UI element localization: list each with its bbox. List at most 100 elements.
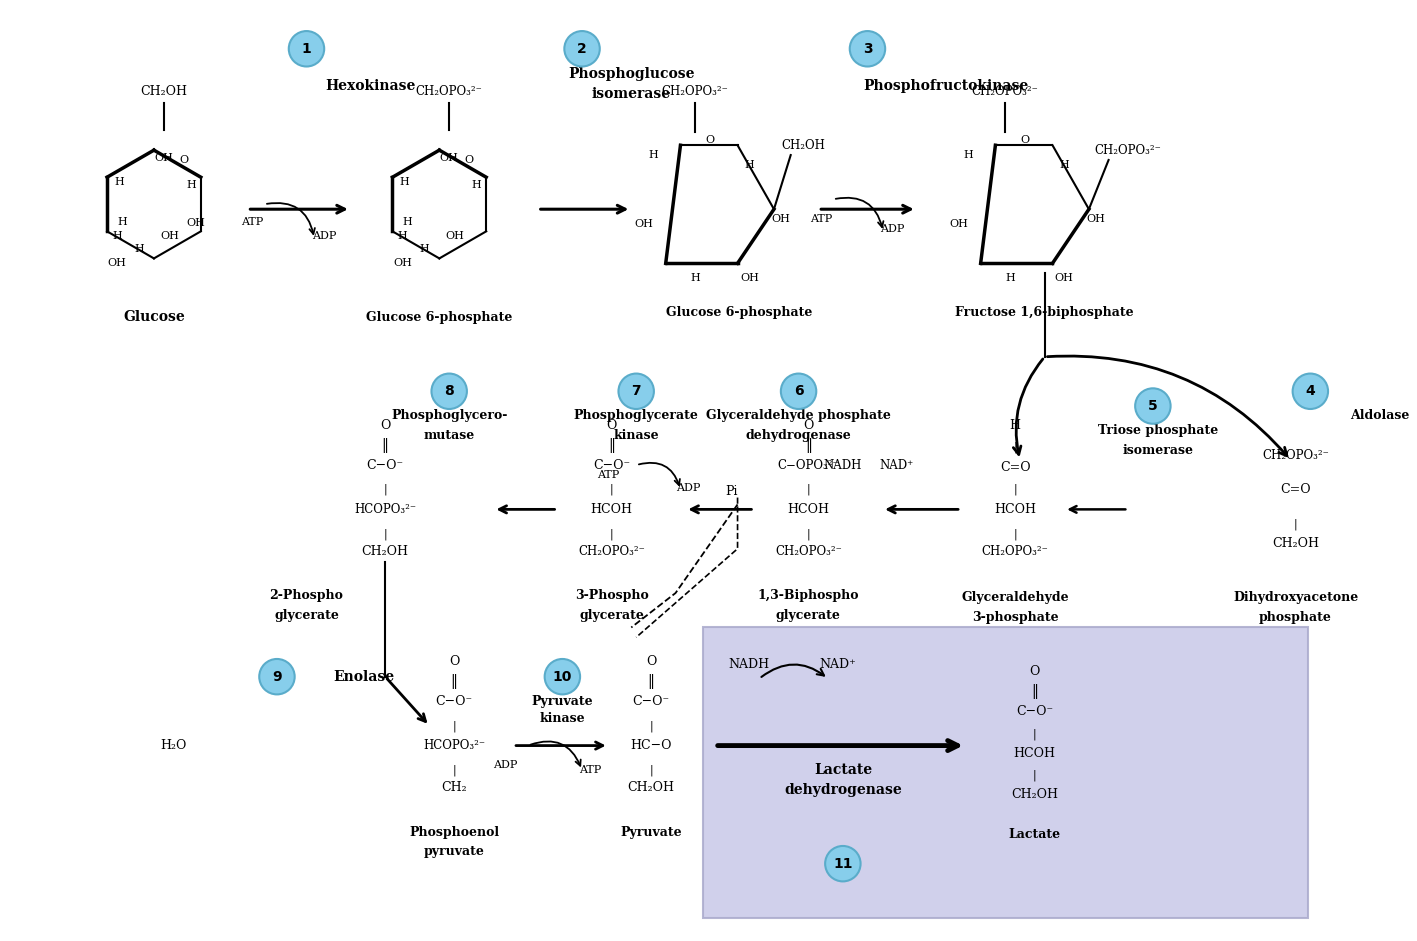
Text: NADH: NADH bbox=[728, 659, 769, 671]
Text: H: H bbox=[113, 177, 123, 187]
Text: OH: OH bbox=[446, 231, 465, 241]
Text: CH₂OPO₃²⁻: CH₂OPO₃²⁻ bbox=[972, 85, 1039, 98]
Text: dehydrogenase: dehydrogenase bbox=[745, 429, 852, 442]
Circle shape bbox=[564, 31, 599, 67]
Text: H: H bbox=[1009, 420, 1020, 432]
Text: H: H bbox=[964, 150, 972, 160]
Circle shape bbox=[825, 846, 860, 882]
Text: C−O⁻: C−O⁻ bbox=[435, 694, 473, 708]
Text: Glyceraldehyde: Glyceraldehyde bbox=[961, 592, 1068, 604]
Text: glycerate: glycerate bbox=[273, 609, 339, 622]
Text: H: H bbox=[1005, 273, 1015, 283]
Text: OH: OH bbox=[393, 259, 412, 268]
Text: 1,3-Biphospho: 1,3-Biphospho bbox=[758, 589, 859, 602]
Text: HCOH: HCOH bbox=[1013, 747, 1056, 760]
Text: C−O⁻: C−O⁻ bbox=[632, 694, 669, 708]
Text: HCOH: HCOH bbox=[995, 502, 1036, 516]
Text: |: | bbox=[649, 720, 653, 732]
Circle shape bbox=[289, 31, 324, 67]
Text: |: | bbox=[1294, 518, 1298, 530]
Text: H₂O: H₂O bbox=[160, 739, 187, 752]
Text: CH₂: CH₂ bbox=[441, 781, 468, 794]
Text: C=O: C=O bbox=[1000, 460, 1030, 473]
Text: H: H bbox=[400, 177, 410, 187]
Text: 2-Phospho: 2-Phospho bbox=[269, 589, 343, 602]
Text: H: H bbox=[648, 150, 657, 160]
Text: |: | bbox=[384, 484, 387, 496]
Text: H: H bbox=[186, 180, 196, 190]
Text: 9: 9 bbox=[272, 670, 282, 684]
Text: H: H bbox=[118, 216, 126, 227]
Text: O: O bbox=[706, 136, 714, 145]
Text: O: O bbox=[449, 656, 459, 668]
Circle shape bbox=[618, 374, 653, 409]
Text: O: O bbox=[1020, 136, 1030, 145]
Text: 7: 7 bbox=[632, 384, 640, 398]
Text: OH: OH bbox=[160, 231, 179, 241]
Text: |: | bbox=[384, 528, 387, 540]
Text: Phosphoglycero-: Phosphoglycero- bbox=[391, 409, 507, 423]
Text: pyruvate: pyruvate bbox=[424, 845, 485, 858]
Text: Glyceraldehyde phosphate: Glyceraldehyde phosphate bbox=[706, 409, 891, 423]
Text: OH: OH bbox=[1087, 214, 1105, 224]
Text: O: O bbox=[803, 420, 813, 432]
Text: isomerase: isomerase bbox=[1122, 444, 1193, 456]
Text: isomerase: isomerase bbox=[592, 88, 670, 101]
Text: ATP: ATP bbox=[241, 217, 264, 227]
FancyBboxPatch shape bbox=[703, 628, 1308, 917]
Circle shape bbox=[850, 31, 886, 67]
Text: ‖: ‖ bbox=[608, 438, 615, 453]
Text: CH₂OPO₃²⁻: CH₂OPO₃²⁻ bbox=[1263, 449, 1329, 462]
Text: Pyruvate: Pyruvate bbox=[621, 825, 682, 838]
Text: 2: 2 bbox=[577, 41, 587, 56]
Text: H: H bbox=[472, 180, 482, 190]
Text: Glucose: Glucose bbox=[123, 311, 184, 325]
Text: |: | bbox=[1033, 728, 1037, 740]
Text: phosphate: phosphate bbox=[1260, 611, 1332, 624]
Text: glycerate: glycerate bbox=[580, 609, 643, 622]
Text: 8: 8 bbox=[445, 384, 453, 398]
Text: CH₂OH: CH₂OH bbox=[628, 781, 674, 794]
Text: Dihydroxyacetone: Dihydroxyacetone bbox=[1233, 592, 1359, 604]
Text: C=O: C=O bbox=[1281, 483, 1311, 496]
Text: O: O bbox=[179, 155, 188, 165]
Circle shape bbox=[781, 374, 816, 409]
Text: OH: OH bbox=[633, 219, 653, 229]
Circle shape bbox=[1292, 374, 1328, 409]
Text: 6: 6 bbox=[794, 384, 803, 398]
Text: ADP: ADP bbox=[312, 231, 336, 241]
Text: ‖: ‖ bbox=[805, 438, 812, 453]
Text: O: O bbox=[606, 420, 616, 432]
Text: OH: OH bbox=[154, 153, 173, 163]
Text: CH₂OPO₃²⁻: CH₂OPO₃²⁻ bbox=[415, 85, 483, 98]
Text: ADP: ADP bbox=[676, 483, 700, 493]
Text: C−O⁻: C−O⁻ bbox=[1016, 705, 1053, 718]
Text: NAD⁺: NAD⁺ bbox=[819, 659, 856, 671]
Text: |: | bbox=[806, 528, 811, 540]
Text: H: H bbox=[135, 244, 145, 253]
Text: NADH: NADH bbox=[823, 458, 862, 471]
Text: CH₂OPO₃²⁻: CH₂OPO₃²⁻ bbox=[662, 85, 728, 98]
Text: Phosphoglucose: Phosphoglucose bbox=[568, 68, 694, 81]
Text: 4: 4 bbox=[1305, 384, 1315, 398]
Text: HCOPO₃²⁻: HCOPO₃²⁻ bbox=[424, 739, 485, 752]
Text: OH: OH bbox=[949, 219, 968, 229]
Text: 3: 3 bbox=[863, 41, 873, 56]
Text: CH₂OH: CH₂OH bbox=[782, 138, 826, 152]
Text: O: O bbox=[380, 420, 391, 432]
Text: ‖: ‖ bbox=[1032, 684, 1039, 699]
Text: CH₂OH: CH₂OH bbox=[361, 545, 408, 558]
Text: H: H bbox=[744, 160, 754, 170]
Text: H: H bbox=[112, 231, 122, 241]
Text: OH: OH bbox=[439, 153, 459, 163]
Circle shape bbox=[259, 659, 295, 694]
Text: Enolase: Enolase bbox=[333, 670, 394, 684]
Text: CH₂OPO₃²⁻: CH₂OPO₃²⁻ bbox=[1095, 144, 1162, 156]
Text: 1: 1 bbox=[302, 41, 312, 56]
Text: ADP: ADP bbox=[493, 760, 517, 771]
Text: mutase: mutase bbox=[424, 429, 475, 442]
Text: |: | bbox=[806, 484, 811, 496]
Text: Triose phosphate: Triose phosphate bbox=[1098, 424, 1219, 438]
Text: OH: OH bbox=[740, 273, 758, 283]
Circle shape bbox=[1135, 389, 1170, 423]
